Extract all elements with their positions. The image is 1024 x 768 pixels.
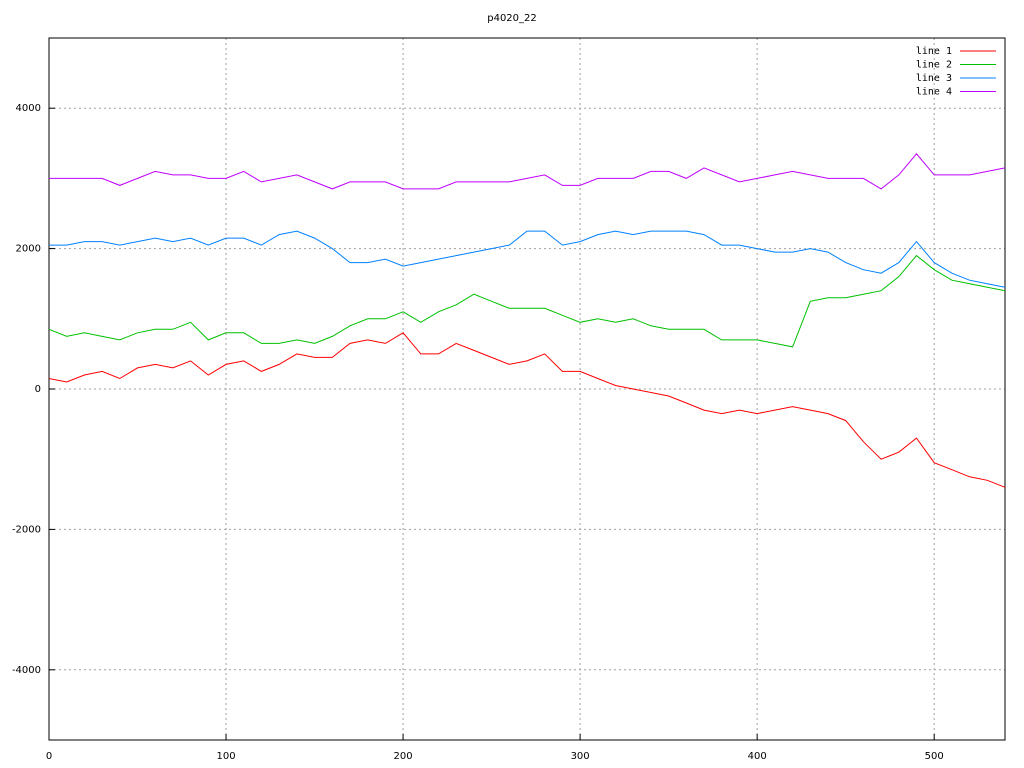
y-tick-label: 4000 <box>16 103 41 114</box>
x-tick-label: 400 <box>748 751 767 762</box>
legend-label: line 3 <box>916 73 952 84</box>
data-line <box>48 332 1006 488</box>
y-tick-label: 0 <box>35 384 41 395</box>
x-tick-label: 100 <box>216 751 235 762</box>
x-tick-label: 500 <box>925 751 944 762</box>
legend-label: line 4 <box>916 87 952 98</box>
legend-label: line 2 <box>916 60 952 71</box>
y-tick-label: 2000 <box>16 244 41 255</box>
data-line <box>48 254 1006 348</box>
y-tick-label: -2000 <box>12 524 41 535</box>
data-line <box>49 230 1006 288</box>
x-tick-label: 200 <box>394 751 413 762</box>
data-line <box>49 153 1006 190</box>
plot-frame <box>48 37 1006 741</box>
y-tick-label: -4000 <box>12 665 41 676</box>
x-tick-label: 0 <box>46 751 52 762</box>
chart-title: p4020_22 <box>487 13 537 24</box>
legend-label: line 1 <box>916 46 952 57</box>
x-tick-label: 300 <box>571 751 590 762</box>
